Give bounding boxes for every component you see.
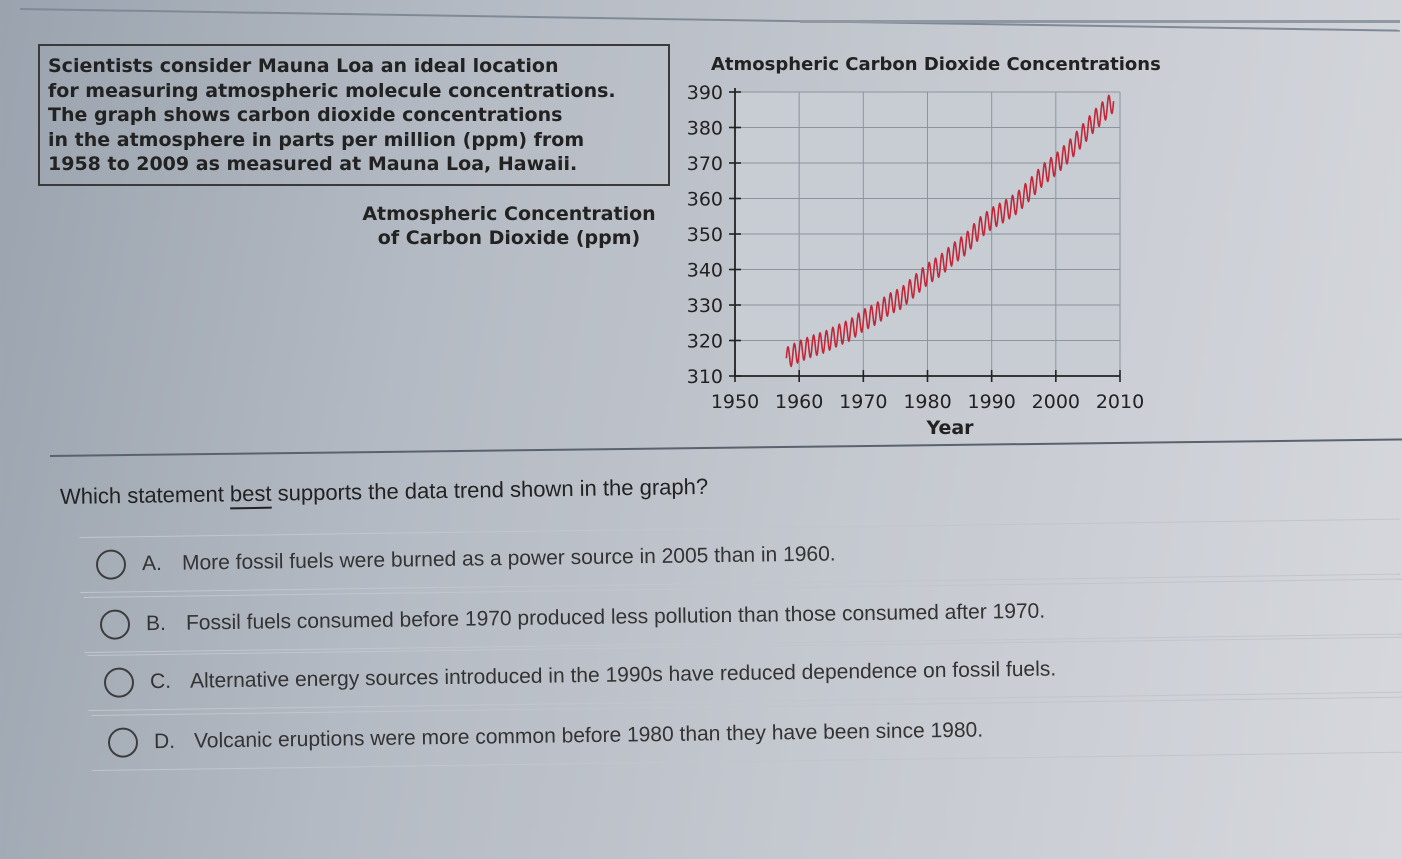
y-tick-label: 370 (687, 153, 723, 175)
stem-line: for measuring atmospheric molecule conce… (48, 79, 616, 102)
x-tick-label: 1980 (903, 391, 951, 413)
radio-button-a[interactable] (95, 549, 127, 580)
y-tick-label: 310 (687, 366, 723, 388)
stem-line: 1958 to 2009 as measured at Mauna Loa, H… (48, 153, 578, 175)
y-tick-label: 340 (687, 260, 723, 282)
option-letter: A. (141, 551, 162, 576)
option-text: Volcanic eruptions were more common befo… (193, 718, 984, 753)
co2-chart-svg: Atmospheric Carbon Dioxide Concentration… (687, 54, 1161, 439)
y-tick-label: 390 (687, 82, 723, 104)
x-tick-label: 2010 (1096, 391, 1144, 413)
y-tick-label: 330 (687, 295, 723, 317)
y-tick-label: 350 (687, 224, 723, 246)
radio-button-b[interactable] (99, 609, 131, 640)
stem-line: Scientists consider Mauna Loa an ideal l… (48, 55, 559, 77)
co2-chart: Atmospheric Carbon Dioxide Concentration… (665, 50, 1185, 450)
option-letter: C. (149, 669, 172, 694)
co2-series-line (785, 94, 1115, 368)
question-prompt: Which statement best supports the data t… (60, 474, 709, 510)
question-stem-box: Scientists consider Mauna Loa an ideal l… (38, 44, 670, 186)
chart-x-axis-label: Year (925, 417, 974, 439)
top-border-line-right (800, 20, 1400, 23)
chart-y-axis-label: Atmospheric Concentration of Carbon Diox… (350, 202, 668, 250)
y-axis-label-line: of Carbon Dioxide (ppm) (377, 227, 641, 249)
stem-line: in the atmosphere in parts per million (… (48, 128, 585, 151)
y-tick-label: 320 (687, 331, 723, 353)
radio-button-d[interactable] (107, 727, 139, 758)
stem-line: The graph shows carbon dioxide concentra… (48, 104, 563, 126)
question-emphasis: best (229, 480, 272, 507)
radio-button-c[interactable] (103, 667, 135, 698)
y-tick-label: 380 (687, 118, 723, 140)
question-text-start: Which statement (59, 481, 231, 509)
option-text: More fossil fuels were burned as a power… (181, 542, 836, 575)
x-tick-label: 1990 (967, 391, 1015, 413)
x-tick-label: 1950 (711, 391, 759, 413)
option-text: Fossil fuels consumed before 1970 produc… (185, 599, 1046, 635)
option-text: Alternative energy sources introduced in… (189, 657, 1057, 693)
option-letter: D. (153, 729, 176, 754)
option-letter: B. (145, 611, 166, 636)
y-tick-label: 360 (687, 189, 723, 211)
question-text-end: supports the data trend shown in the gra… (271, 473, 709, 506)
chart-title: Atmospheric Carbon Dioxide Concentration… (711, 54, 1161, 75)
x-tick-label: 2000 (1032, 391, 1080, 413)
x-tick-label: 1970 (839, 391, 887, 413)
x-tick-label: 1960 (775, 391, 823, 413)
y-axis-label-line: Atmospheric Concentration (362, 203, 656, 225)
